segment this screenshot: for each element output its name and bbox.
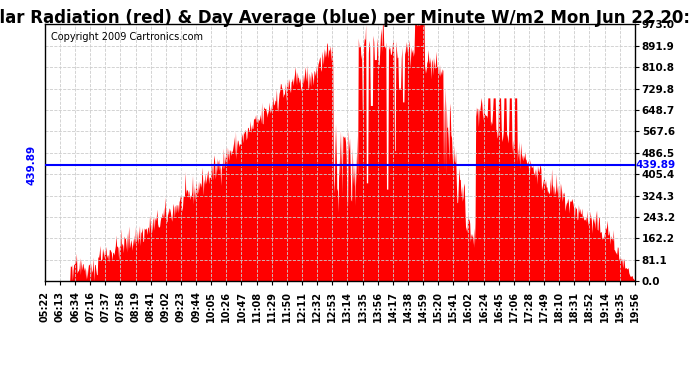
Text: 15:41: 15:41 <box>448 291 458 322</box>
Text: Copyright 2009 Cartronics.com: Copyright 2009 Cartronics.com <box>51 32 203 42</box>
Text: 19:14: 19:14 <box>600 291 609 322</box>
Text: 08:19: 08:19 <box>130 291 141 322</box>
Text: 14:38: 14:38 <box>403 291 413 322</box>
Text: 11:50: 11:50 <box>282 291 292 322</box>
Text: 07:58: 07:58 <box>115 291 126 322</box>
Text: 10:47: 10:47 <box>237 291 246 322</box>
Text: 06:34: 06:34 <box>70 291 80 322</box>
Text: 09:23: 09:23 <box>176 291 186 322</box>
Text: 17:06: 17:06 <box>509 291 519 322</box>
Text: 11:29: 11:29 <box>267 291 277 322</box>
Text: 19:35: 19:35 <box>615 291 624 322</box>
Text: 14:59: 14:59 <box>418 291 428 322</box>
Text: 07:16: 07:16 <box>86 291 95 322</box>
Text: 16:45: 16:45 <box>493 291 504 322</box>
Text: 05:22: 05:22 <box>40 291 50 322</box>
Text: 10:26: 10:26 <box>221 291 231 322</box>
Text: 16:02: 16:02 <box>464 291 473 322</box>
Text: 13:35: 13:35 <box>357 291 368 322</box>
Text: 14:17: 14:17 <box>388 291 397 322</box>
Text: Solar Radiation (red) & Day Average (blue) per Minute W/m2 Mon Jun 22 20:27: Solar Radiation (red) & Day Average (blu… <box>0 9 690 27</box>
Text: 06:13: 06:13 <box>55 291 65 322</box>
Text: 10:05: 10:05 <box>206 291 216 322</box>
Text: 11:08: 11:08 <box>252 291 262 322</box>
Text: 18:31: 18:31 <box>569 291 580 322</box>
Text: 07:37: 07:37 <box>100 291 110 322</box>
Text: 19:56: 19:56 <box>630 291 640 322</box>
Text: 09:02: 09:02 <box>161 291 171 322</box>
Text: 18:52: 18:52 <box>584 291 594 322</box>
Text: 09:44: 09:44 <box>191 291 201 322</box>
Text: 439.89: 439.89 <box>26 145 36 185</box>
Text: 08:41: 08:41 <box>146 291 156 322</box>
Text: 17:49: 17:49 <box>539 291 549 322</box>
Text: 13:56: 13:56 <box>373 291 383 322</box>
Text: 12:53: 12:53 <box>327 291 337 322</box>
Text: 18:10: 18:10 <box>554 291 564 322</box>
Text: 12:11: 12:11 <box>297 291 307 322</box>
Text: 15:20: 15:20 <box>433 291 443 322</box>
Text: 16:24: 16:24 <box>479 291 489 322</box>
Text: 12:32: 12:32 <box>312 291 322 322</box>
Text: 13:14: 13:14 <box>342 291 353 322</box>
Text: 439.89: 439.89 <box>635 160 676 170</box>
Text: 17:28: 17:28 <box>524 291 534 322</box>
